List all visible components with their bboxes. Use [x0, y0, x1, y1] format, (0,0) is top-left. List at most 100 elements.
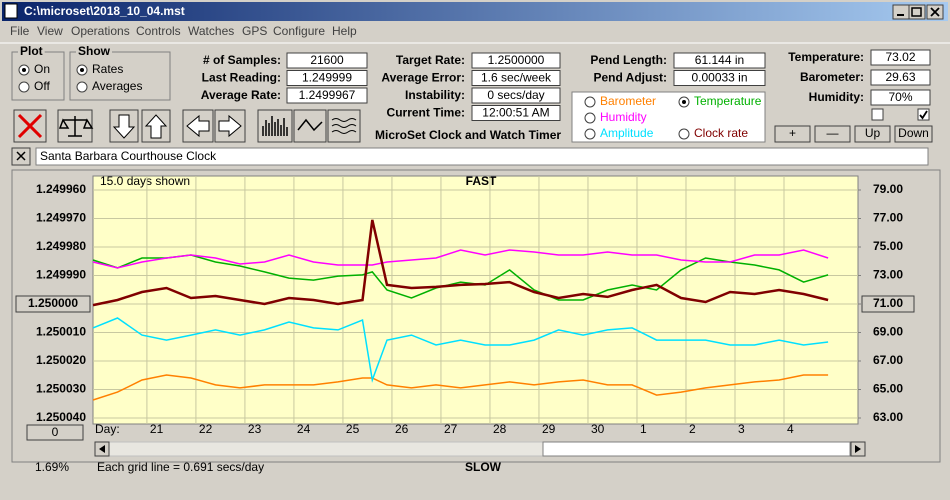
y2-tick-label: 69.00 — [873, 325, 903, 339]
y-tick-label: 1.250030 — [36, 382, 86, 396]
series-line — [92, 219, 829, 307]
menu-item[interactable]: Configure — [273, 24, 325, 38]
axis-button[interactable] — [15, 295, 91, 313]
histogram-icon — [262, 116, 288, 136]
y-tick-label: 1.249960 — [36, 182, 86, 196]
fast-label: FAST — [466, 174, 497, 188]
day-label: Day: — [95, 422, 120, 436]
series-line — [92, 374, 829, 401]
radio-label: Clock rate — [694, 126, 748, 140]
radio-dot — [682, 100, 686, 104]
menu-item[interactable]: Help — [332, 24, 357, 38]
field-label: Average Error: — [381, 71, 465, 85]
field-box — [286, 70, 368, 86]
minimize-button[interactable] — [892, 4, 910, 20]
offset-button-label: 0 — [52, 425, 59, 439]
button-label: Up — [865, 126, 881, 140]
field-box — [870, 89, 931, 106]
field-box — [870, 69, 931, 86]
window-title: C:\microset\2018_10_04.mst — [24, 4, 185, 18]
radio-label: Off — [34, 79, 50, 93]
field-box — [471, 105, 561, 121]
radio-button[interactable] — [584, 96, 596, 108]
group-title: Plot — [20, 44, 43, 58]
menu-item[interactable]: Operations — [71, 24, 130, 38]
clock-name: Santa Barbara Courthouse Clock — [40, 149, 217, 163]
field-value: 1.6 sec/week — [481, 71, 552, 85]
radio-label: Temperature — [694, 94, 762, 108]
x-tick-label: 1 — [640, 422, 647, 436]
y2-tick-label: 73.00 — [873, 268, 903, 282]
y2-tick-label: 75.00 — [873, 239, 903, 253]
group-title-bg — [18, 46, 45, 58]
menu-item[interactable]: GPS — [242, 24, 267, 38]
field-label: # of Samples: — [203, 53, 281, 67]
app-icon — [4, 3, 18, 19]
x-tick-label: 23 — [248, 422, 262, 436]
field-value: 73.02 — [885, 50, 915, 64]
clock-name-field[interactable] — [35, 147, 929, 166]
checkmark — [919, 110, 928, 120]
axis-button[interactable] — [861, 295, 915, 313]
y-tick-label: 1.250010 — [36, 325, 86, 339]
button[interactable] — [774, 125, 811, 143]
x-tick-label: 30 — [591, 422, 605, 436]
series-line — [92, 317, 829, 383]
plot-area — [92, 175, 859, 425]
field-value: 61.144 in — [695, 53, 744, 67]
y2-tick-label: 63.00 — [873, 410, 903, 424]
field-box — [471, 52, 561, 69]
scrollbar[interactable] — [94, 441, 866, 457]
button-label: — — [827, 126, 839, 140]
y2-tick-label: 77.00 — [873, 211, 903, 225]
close-glyph — [930, 7, 940, 17]
app-title: MicroSet Clock and Watch Timer — [375, 128, 561, 142]
y-tick-label: 1.249990 — [36, 268, 86, 282]
menu-item[interactable]: File — [10, 24, 30, 38]
waves-icon — [331, 118, 357, 134]
radio-label: Rates — [92, 62, 123, 76]
radio-button[interactable] — [18, 81, 30, 93]
field-value: 12:00:51 AM — [482, 106, 549, 120]
checkbox[interactable] — [871, 108, 884, 121]
y-tick-label: 1.249980 — [36, 239, 86, 253]
button[interactable] — [814, 125, 851, 143]
field-label: Last Reading: — [202, 71, 281, 85]
x-tick-label: 22 — [199, 422, 213, 436]
scroll-right-glyph — [855, 445, 861, 453]
field-value: 1.2499967 — [299, 88, 356, 102]
button-label: + — [789, 126, 796, 140]
sensor-legend-box — [571, 91, 766, 143]
field-value: 29.63 — [885, 70, 915, 84]
field-label: Instability: — [405, 88, 465, 102]
field-value: 21600 — [310, 53, 344, 67]
field-label: Current Time: — [387, 106, 465, 120]
field-label: Barometer: — [800, 70, 864, 84]
menu-item[interactable]: View — [37, 24, 63, 38]
radio-label: Averages — [92, 79, 142, 93]
waves-button[interactable] — [327, 109, 361, 143]
menu-item[interactable]: Controls — [136, 24, 181, 38]
radio-button[interactable] — [584, 112, 596, 124]
y-tick-label: 1.250040 — [36, 410, 86, 424]
menu-item[interactable]: Watches — [188, 24, 234, 38]
button[interactable] — [854, 125, 891, 143]
field-value: 0.00033 in — [691, 71, 747, 85]
checkbox[interactable] — [917, 108, 930, 121]
x-tick-label: 27 — [444, 422, 458, 436]
window-controls — [892, 4, 944, 20]
radio-button[interactable] — [76, 81, 88, 93]
button[interactable] — [894, 125, 933, 143]
radio-button[interactable] — [584, 128, 596, 140]
y2-tick-label: 71.00 — [873, 296, 903, 310]
offset-button[interactable] — [26, 424, 84, 441]
title-bar — [2, 2, 948, 21]
field-value: 1.249999 — [302, 71, 352, 85]
x-tick-label: 2 — [689, 422, 696, 436]
field-box — [471, 87, 561, 104]
days-shown: 15.0 days shown — [100, 174, 190, 188]
group-box — [69, 51, 171, 101]
y-tick-label: 1.250020 — [36, 353, 86, 367]
scroll-thumb[interactable] — [542, 441, 851, 457]
radio-button[interactable] — [678, 128, 690, 140]
